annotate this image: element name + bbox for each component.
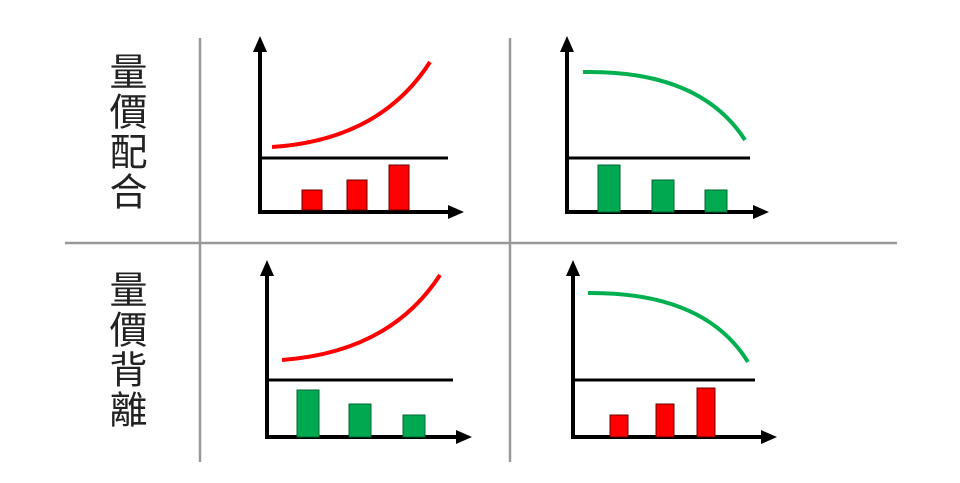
volume-bar bbox=[704, 189, 728, 213]
volume-bar bbox=[609, 414, 629, 438]
price-curve bbox=[582, 69, 747, 142]
arrow-head bbox=[753, 205, 769, 219]
arrow-head bbox=[456, 430, 472, 444]
price-curve bbox=[587, 290, 750, 364]
row-label: 量價配合 bbox=[103, 52, 147, 212]
volume-bar bbox=[388, 164, 410, 211]
panel-falling-price-falling-volume bbox=[560, 36, 769, 219]
panel-rising-price-rising-volume bbox=[253, 36, 464, 219]
arrow-head bbox=[448, 205, 464, 219]
arrow-head bbox=[560, 36, 574, 52]
volume-bar bbox=[597, 164, 621, 213]
volume-bar bbox=[348, 403, 372, 438]
axes bbox=[258, 48, 452, 214]
volume-bar bbox=[402, 414, 426, 438]
axes bbox=[565, 48, 757, 214]
volume-bar bbox=[296, 389, 320, 438]
row-label: 量價背離 bbox=[103, 270, 147, 430]
volume-bar bbox=[655, 403, 675, 438]
axes bbox=[265, 272, 460, 439]
arrow-head bbox=[260, 260, 274, 276]
volume-bar bbox=[301, 189, 323, 211]
arrow-head bbox=[253, 36, 267, 52]
panel-rising-price-falling-volume bbox=[260, 260, 472, 444]
price-curve bbox=[271, 60, 432, 149]
volume-bar bbox=[346, 179, 368, 211]
volume-bar bbox=[651, 179, 675, 213]
volume-bar bbox=[696, 387, 716, 438]
arrow-head bbox=[566, 260, 580, 276]
panel-falling-price-rising-volume bbox=[566, 260, 777, 444]
price-curve bbox=[281, 273, 442, 362]
arrow-head bbox=[761, 430, 777, 444]
